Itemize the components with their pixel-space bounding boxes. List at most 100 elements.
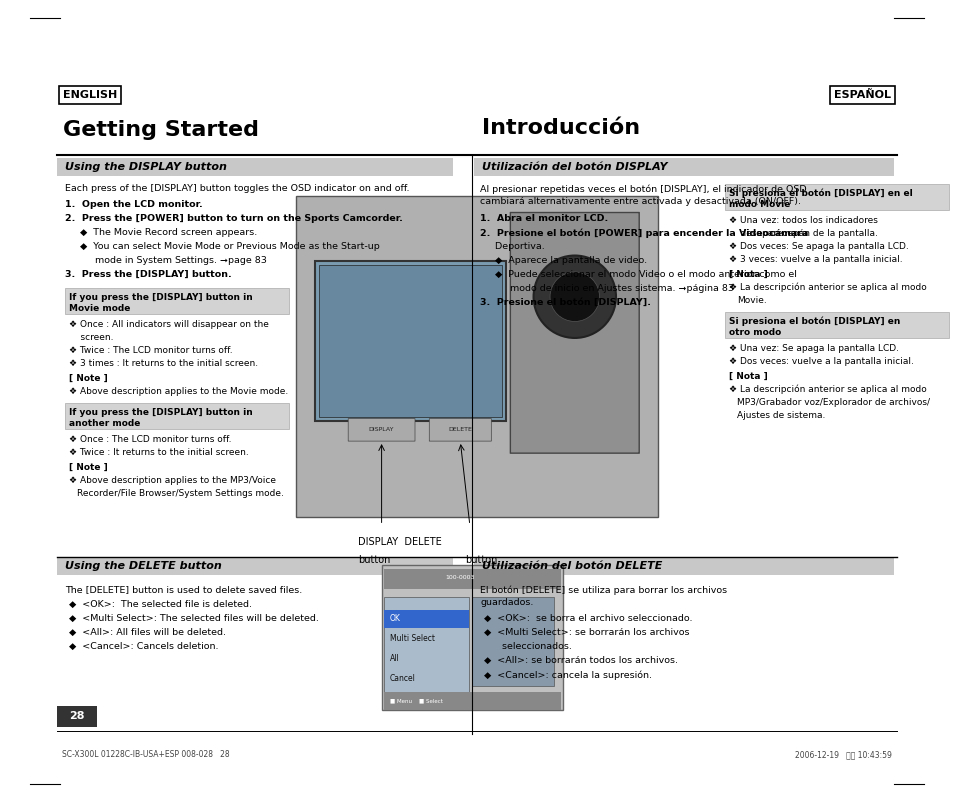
Text: 2.  Press the [POWER] button to turn on the Sports Camcorder.: 2. Press the [POWER] button to turn on t…: [65, 214, 402, 223]
Text: MP3/Grabador voz/Explorador de archivos/: MP3/Grabador voz/Explorador de archivos/: [737, 398, 929, 407]
FancyBboxPatch shape: [429, 419, 491, 441]
Text: ENGLISH: ENGLISH: [63, 90, 117, 100]
Text: All: All: [389, 654, 399, 663]
FancyBboxPatch shape: [57, 557, 453, 575]
Circle shape: [533, 256, 616, 338]
Text: ◆  <Multi Select>: The selected files will be deleted.: ◆ <Multi Select>: The selected files wil…: [69, 614, 318, 623]
Circle shape: [550, 272, 598, 322]
Text: ◆  <OK>:  se borra el archivo seleccionado.: ◆ <OK>: se borra el archivo seleccionado…: [484, 614, 692, 623]
Text: Ajustes de sistema.: Ajustes de sistema.: [737, 411, 824, 420]
Text: Movie.: Movie.: [737, 296, 766, 305]
Text: cambiará alternativamente entre activada y desactivada (ON/OFF).: cambiará alternativamente entre activada…: [479, 197, 801, 206]
FancyBboxPatch shape: [472, 597, 553, 686]
Text: seleccionados.: seleccionados.: [484, 642, 572, 651]
FancyBboxPatch shape: [314, 261, 505, 421]
Text: Using the DELETE button: Using the DELETE button: [65, 561, 221, 571]
Text: ◆  You can select Movie Mode or Previous Mode as the Start-up: ◆ You can select Movie Mode or Previous …: [65, 242, 379, 251]
Text: Getting Started: Getting Started: [63, 120, 258, 140]
Text: ◆  <All>: All files will be deleted.: ◆ <All>: All files will be deleted.: [69, 629, 226, 638]
Text: ◆  <Cancel>: Cancels deletion.: ◆ <Cancel>: Cancels deletion.: [69, 642, 218, 651]
Text: Si presiona el botón [DISPLAY] en el: Si presiona el botón [DISPLAY] en el: [728, 189, 912, 199]
Text: ❖ Above description applies to the Movie mode.: ❖ Above description applies to the Movie…: [69, 387, 288, 396]
FancyBboxPatch shape: [65, 288, 289, 314]
Text: ◆  <Multi Select>: se borrarán los archivos: ◆ <Multi Select>: se borrarán los archiv…: [484, 629, 689, 638]
Text: [ Nota ]: [ Nota ]: [728, 270, 767, 279]
Text: ❖ 3 veces: vuelve a la pantalla inicial.: ❖ 3 veces: vuelve a la pantalla inicial.: [728, 255, 902, 264]
FancyBboxPatch shape: [724, 184, 948, 210]
FancyBboxPatch shape: [474, 158, 893, 176]
Text: [ Nota ]: [ Nota ]: [728, 372, 767, 381]
Text: modo de inicio en Ajustes sistema. ➞página 83: modo de inicio en Ajustes sistema. ➞pági…: [479, 284, 734, 293]
Text: 1.  Open the LCD monitor.: 1. Open the LCD monitor.: [65, 200, 202, 209]
FancyBboxPatch shape: [724, 312, 948, 338]
Text: ❖ La descripción anterior se aplica al modo: ❖ La descripción anterior se aplica al m…: [728, 385, 925, 395]
Text: El botón [DELETE] se utiliza para borrar los archivos: El botón [DELETE] se utiliza para borrar…: [479, 585, 726, 595]
Text: ESPAÑOL: ESPAÑOL: [833, 90, 890, 100]
Text: Deportiva.: Deportiva.: [479, 242, 544, 251]
Text: 100-0003: 100-0003: [444, 575, 474, 580]
FancyBboxPatch shape: [295, 196, 658, 517]
Text: ❖ 3 times : It returns to the initial screen.: ❖ 3 times : It returns to the initial sc…: [69, 359, 257, 368]
FancyBboxPatch shape: [474, 557, 893, 575]
Text: ❖ Once : The LCD monitor turns off.: ❖ Once : The LCD monitor turns off.: [69, 435, 232, 444]
FancyBboxPatch shape: [383, 597, 468, 694]
Text: Introducción: Introducción: [481, 118, 639, 138]
Text: ◆  Puede seleccionar el modo Video o el modo anterior como el: ◆ Puede seleccionar el modo Video o el m…: [479, 270, 797, 279]
FancyBboxPatch shape: [348, 419, 415, 441]
Text: Cancel: Cancel: [389, 674, 416, 683]
Text: DISPLAY  DELETE: DISPLAY DELETE: [357, 537, 441, 547]
Text: button: button: [357, 555, 390, 565]
Text: screen.: screen.: [69, 333, 113, 342]
Text: otro modo: otro modo: [728, 328, 781, 337]
Text: ◆  <OK>:  The selected file is deleted.: ◆ <OK>: The selected file is deleted.: [69, 601, 252, 610]
Text: Movie mode: Movie mode: [69, 304, 131, 313]
Text: 1.  Abra el monitor LCD.: 1. Abra el monitor LCD.: [479, 214, 608, 223]
Text: Each press of the [DISPLAY] button toggles the OSD indicator on and off.: Each press of the [DISPLAY] button toggl…: [65, 184, 409, 193]
Text: Utilización del botón DELETE: Utilización del botón DELETE: [481, 561, 662, 571]
FancyBboxPatch shape: [383, 610, 468, 628]
Text: desaparecерán de la pantalla.: desaparecерán de la pantalla.: [728, 229, 877, 238]
Text: 3.  Press the [DISPLAY] button.: 3. Press the [DISPLAY] button.: [65, 270, 232, 279]
FancyBboxPatch shape: [381, 565, 562, 710]
Text: modo Movie: modo Movie: [728, 200, 790, 209]
Text: mode in System Settings. ➞page 83: mode in System Settings. ➞page 83: [65, 256, 267, 265]
FancyBboxPatch shape: [57, 706, 97, 727]
FancyBboxPatch shape: [383, 692, 560, 710]
Text: [ Note ]: [ Note ]: [69, 374, 108, 383]
Text: ◆  <Cancel>: cancela la supresión.: ◆ <Cancel>: cancela la supresión.: [484, 670, 652, 680]
Text: button: button: [464, 555, 497, 565]
Text: another mode: another mode: [69, 419, 140, 428]
Text: Recorder/File Browser/System Settings mode.: Recorder/File Browser/System Settings mo…: [77, 489, 283, 498]
Text: 2006-12-19   오전 10:43:59: 2006-12-19 오전 10:43:59: [794, 750, 891, 759]
Text: Using the DISPLAY button: Using the DISPLAY button: [65, 162, 227, 172]
Text: ❖ Above description applies to the MP3/Voice: ❖ Above description applies to the MP3/V…: [69, 476, 275, 485]
FancyBboxPatch shape: [383, 569, 560, 589]
FancyBboxPatch shape: [318, 265, 501, 417]
Text: If you press the [DISPLAY] button in: If you press the [DISPLAY] button in: [69, 293, 253, 302]
Text: 28: 28: [70, 711, 85, 721]
Text: ❖ Once : All indicators will disappear on the: ❖ Once : All indicators will disappear o…: [69, 320, 269, 329]
Text: ❖ Twice : It returns to the initial screen.: ❖ Twice : It returns to the initial scre…: [69, 448, 249, 457]
Text: ❖ Una vez: todos los indicadores: ❖ Una vez: todos los indicadores: [728, 216, 877, 225]
Text: Multi Select: Multi Select: [389, 634, 435, 643]
Text: ❖ La descripción anterior se aplica al modo: ❖ La descripción anterior se aplica al m…: [728, 283, 925, 293]
Text: 3.  Presione el botón [DISPLAY].: 3. Presione el botón [DISPLAY].: [479, 298, 651, 307]
Text: ◆  <All>: se borrarán todos los archivos.: ◆ <All>: se borrarán todos los archivos.: [484, 656, 678, 666]
FancyBboxPatch shape: [65, 403, 289, 429]
Text: ❖ Dos veces: Se apaga la pantalla LCD.: ❖ Dos veces: Se apaga la pantalla LCD.: [728, 242, 908, 251]
Text: guardados.: guardados.: [479, 598, 533, 607]
Text: ■ Menu    ■ Select: ■ Menu ■ Select: [389, 699, 442, 703]
Text: ◆  The Movie Record screen appears.: ◆ The Movie Record screen appears.: [65, 228, 257, 237]
Text: Al presionar repetidas veces el botón [DISPLAY], el indicador de OSD: Al presionar repetidas veces el botón [D…: [479, 184, 806, 193]
FancyBboxPatch shape: [510, 213, 639, 453]
Text: The [DELETE] button is used to delete saved files.: The [DELETE] button is used to delete sa…: [65, 585, 302, 594]
Text: DISPLAY: DISPLAY: [369, 427, 394, 432]
Text: [ Note ]: [ Note ]: [69, 463, 108, 472]
Text: 2.  Presione el botón [POWER] para encender la Videocámara: 2. Presione el botón [POWER] para encend…: [479, 228, 808, 237]
Text: DELETE: DELETE: [448, 427, 472, 432]
Text: OK: OK: [389, 614, 400, 623]
Text: ❖ Dos veces: vuelve a la pantalla inicial.: ❖ Dos veces: vuelve a la pantalla inicia…: [728, 357, 913, 366]
Text: Si presiona el botón [DISPLAY] en: Si presiona el botón [DISPLAY] en: [728, 317, 900, 326]
Text: Utilización del botón DISPLAY: Utilización del botón DISPLAY: [481, 162, 667, 172]
FancyBboxPatch shape: [57, 158, 453, 176]
